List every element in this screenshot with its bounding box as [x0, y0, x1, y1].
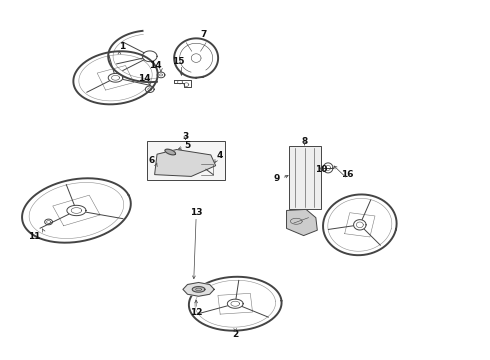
- Text: 15: 15: [172, 57, 184, 66]
- Text: 10: 10: [315, 165, 327, 174]
- Text: 8: 8: [301, 137, 308, 146]
- Polygon shape: [192, 287, 205, 292]
- Text: 5: 5: [184, 141, 191, 150]
- Text: 13: 13: [190, 208, 202, 217]
- Bar: [147, 140, 225, 180]
- Text: 1: 1: [119, 42, 125, 51]
- Text: 3: 3: [182, 132, 189, 141]
- Polygon shape: [165, 149, 175, 155]
- Text: 4: 4: [217, 151, 223, 160]
- Text: 9: 9: [273, 174, 280, 183]
- Text: 11: 11: [27, 232, 40, 241]
- Polygon shape: [287, 210, 318, 235]
- Text: 12: 12: [190, 308, 202, 317]
- Text: 2: 2: [232, 330, 238, 339]
- Polygon shape: [155, 149, 216, 176]
- Text: 14: 14: [149, 62, 161, 71]
- Bar: [289, 146, 321, 209]
- Polygon shape: [183, 283, 214, 296]
- Text: 16: 16: [342, 170, 354, 179]
- Text: 14: 14: [139, 74, 151, 83]
- Text: 6: 6: [148, 156, 154, 165]
- Text: 7: 7: [200, 30, 207, 39]
